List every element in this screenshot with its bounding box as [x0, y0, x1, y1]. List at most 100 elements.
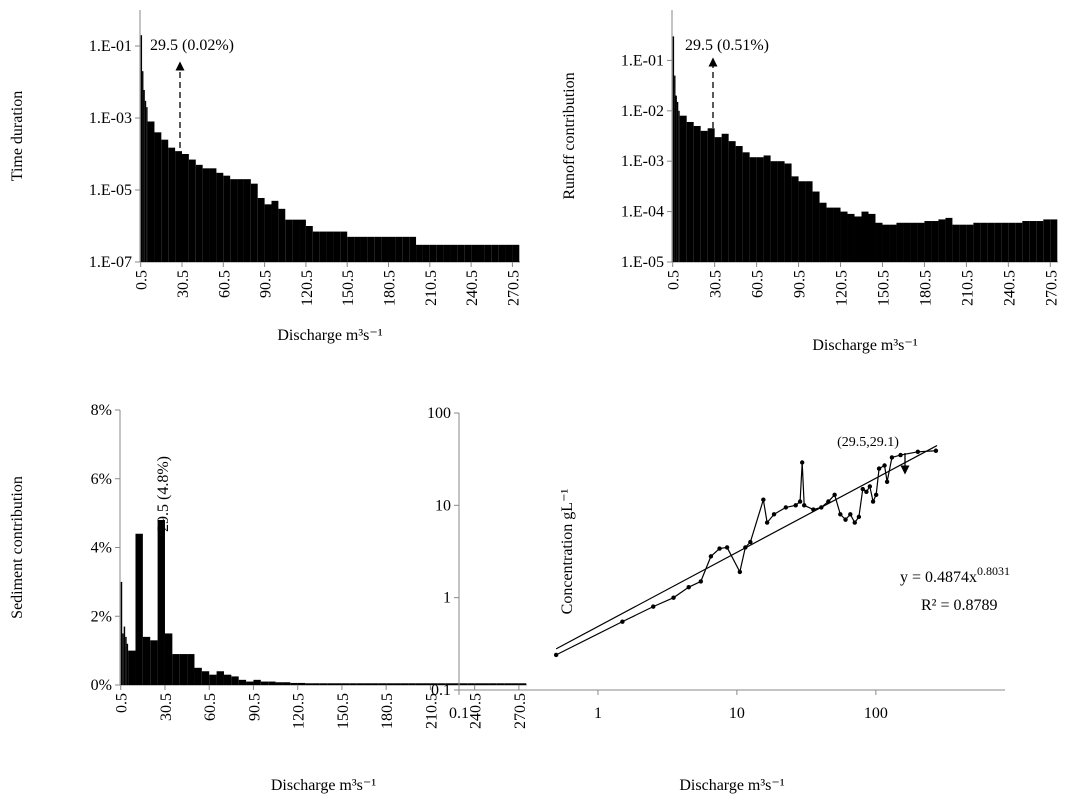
- bar: [374, 236, 382, 262]
- bar: [143, 89, 145, 262]
- point: [856, 514, 862, 520]
- bar: [791, 176, 799, 262]
- bar: [491, 244, 499, 262]
- bar: [146, 107, 148, 262]
- bar: [264, 204, 272, 262]
- bar: [437, 683, 446, 685]
- bar: [150, 640, 158, 685]
- bar: [805, 181, 813, 262]
- bar: [840, 211, 848, 262]
- bar: [223, 674, 232, 685]
- bar: [1001, 222, 1009, 262]
- bar: [194, 667, 202, 685]
- bar: [275, 682, 283, 685]
- bar: [464, 244, 472, 262]
- equation: y = 0.4874x0.8031: [900, 564, 1010, 586]
- bar: [181, 154, 189, 262]
- bar: [126, 643, 129, 685]
- bar: [721, 133, 729, 262]
- point: [838, 512, 843, 517]
- bar: [237, 179, 244, 262]
- bar: [756, 157, 764, 262]
- bar: [230, 179, 238, 262]
- x-tick-label: 240.5: [1001, 270, 1018, 306]
- x-tick-label: 270.5: [512, 693, 529, 729]
- y-axis-title: Concentration gL⁻¹: [559, 488, 576, 614]
- bar: [319, 231, 327, 262]
- x-tick-label: 180.5: [917, 270, 934, 306]
- bar: [478, 244, 485, 262]
- bar: [679, 115, 687, 262]
- bar: [349, 683, 357, 685]
- bar: [378, 683, 387, 685]
- y-tick-label: 4%: [91, 540, 112, 557]
- bar: [135, 533, 143, 685]
- bar: [278, 208, 286, 262]
- point: [898, 452, 903, 458]
- bar: [429, 244, 437, 262]
- point: [832, 492, 837, 498]
- bar: [1015, 222, 1023, 262]
- bar: [128, 650, 136, 685]
- bar: [367, 236, 375, 262]
- bar: [1036, 221, 1044, 262]
- bar: [959, 224, 967, 262]
- bar: [505, 244, 513, 262]
- bar: [142, 71, 144, 262]
- x-tick-label: 1: [594, 705, 602, 722]
- bar: [674, 75, 676, 262]
- bar: [393, 683, 401, 685]
- bar: [122, 633, 124, 685]
- bar: [423, 683, 431, 685]
- bar: [436, 244, 444, 262]
- bar: [693, 125, 701, 262]
- bar: [364, 683, 372, 685]
- bar: [142, 636, 151, 685]
- point: [724, 545, 730, 550]
- bar: [854, 216, 862, 262]
- y-tick-label: 8%: [91, 402, 112, 419]
- x-tick-label: 0.5: [114, 693, 131, 713]
- bar: [496, 683, 505, 685]
- bar: [770, 161, 778, 262]
- bar: [903, 222, 911, 262]
- bar: [299, 219, 306, 262]
- bar: [164, 633, 173, 685]
- point: [876, 466, 882, 471]
- bar: [798, 181, 806, 262]
- point: [933, 448, 939, 453]
- x-tick-label: 270.5: [505, 270, 522, 306]
- bar: [285, 219, 293, 262]
- bar: [812, 191, 820, 262]
- bar: [924, 221, 932, 262]
- x-tick-label: 10: [729, 705, 745, 722]
- bar: [474, 683, 483, 685]
- bar: [271, 200, 279, 262]
- series-line: [555, 450, 936, 656]
- bar: [386, 683, 394, 685]
- bar: [187, 654, 195, 685]
- annotation: 29.5 (0.02%): [150, 37, 234, 54]
- bar: [297, 682, 306, 685]
- point: [799, 460, 805, 465]
- bar: [938, 219, 946, 262]
- bar: [123, 626, 126, 685]
- bar: [700, 130, 708, 262]
- x-axis-title: Discharge m³s⁻¹: [679, 777, 784, 794]
- x-tick-label: 90.5: [258, 270, 275, 298]
- x-tick-label: 150.5: [340, 270, 357, 306]
- point: [797, 499, 803, 504]
- bar: [973, 222, 981, 262]
- bar: [422, 244, 430, 262]
- bar: [333, 231, 341, 262]
- bar: [518, 683, 527, 685]
- bar: [268, 681, 276, 685]
- point: [882, 463, 887, 468]
- y-tick-label: 0.1: [431, 682, 451, 699]
- bar: [512, 244, 520, 262]
- point: [771, 512, 777, 517]
- bar: [202, 168, 210, 262]
- bar: [168, 147, 176, 262]
- bar: [707, 128, 715, 262]
